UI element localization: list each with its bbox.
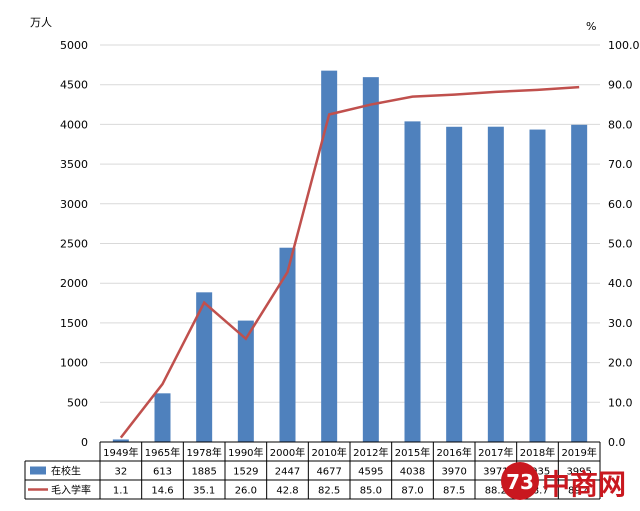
left-tick-label: 500	[67, 396, 88, 409]
right-tick-label: 60.0	[608, 198, 633, 211]
line-series	[119, 85, 580, 439]
right-tick-label: 80.0	[608, 118, 633, 131]
bar	[362, 77, 379, 443]
category-label: 1965年	[145, 446, 180, 459]
category-label: 2016年	[436, 446, 471, 459]
table-cell: 87.0	[401, 486, 423, 497]
left-tick-label: 5000	[60, 39, 88, 52]
category-label: 2015年	[395, 446, 430, 459]
gridlines	[100, 44, 600, 443]
right-tick-label: 70.0	[608, 158, 633, 171]
table-cell: 89.4	[568, 486, 590, 497]
table-cell: 4595	[358, 467, 383, 478]
watermark-logo-icon	[501, 462, 539, 500]
table-cell: 4038	[400, 467, 425, 478]
left-tick-label: 2000	[60, 277, 88, 290]
left-axis-ticks: 0 500 1000 1500 2000 2500 3000 3500 4000 4500 5000	[60, 39, 88, 449]
legend-label: 毛入学率	[51, 484, 91, 497]
category-label: 1978年	[186, 446, 221, 459]
category-label: 1949年	[103, 446, 138, 459]
bar	[321, 70, 338, 442]
left-tick-label: 3500	[60, 158, 88, 171]
bar	[446, 126, 463, 443]
table-cell: 82.5	[318, 486, 340, 497]
category-label: 2012年	[353, 446, 388, 459]
table-cell: 3971	[483, 467, 508, 478]
table-cell: 35.1	[193, 486, 215, 497]
category-label: 2000年	[270, 446, 305, 459]
bar	[529, 129, 546, 442]
table-cell: 1.1	[113, 486, 129, 497]
table-cell: 2447	[275, 467, 300, 478]
bar	[487, 126, 504, 442]
watermark-text: 中商网	[542, 468, 626, 501]
left-tick-label: 1500	[60, 317, 88, 330]
table-cell: 88.7	[526, 486, 548, 497]
right-axis-ticks: 0.0 10.0 20.0 30.0 40.0 50.0 60.0 70.0 80.0 90.0 1…	[608, 39, 640, 449]
table-cell: 26.0	[235, 486, 257, 497]
right-tick-label: 40.0	[608, 277, 633, 290]
table-cell: 4677	[316, 467, 341, 478]
left-tick-label: 2500	[60, 238, 88, 251]
table-cell: 3995	[566, 467, 591, 478]
left-tick-label: 3000	[60, 198, 88, 211]
bar	[154, 393, 171, 442]
bar	[404, 121, 421, 442]
bar-series	[112, 70, 588, 443]
left-tick-label: 4500	[60, 79, 88, 92]
bar	[571, 124, 588, 442]
series-line	[119, 85, 580, 439]
watermark: 73 中商网	[501, 462, 626, 501]
table-cell: 1885	[191, 467, 216, 478]
bar	[196, 292, 213, 442]
right-axis-unit: %	[586, 20, 596, 33]
left-tick-label: 4000	[60, 118, 88, 131]
table-cell: 88.2	[485, 486, 507, 497]
right-tick-label: 20.0	[608, 357, 633, 370]
category-label: 1990年	[228, 446, 263, 459]
category-label: 2017年	[478, 446, 513, 459]
right-tick-label: 10.0	[608, 396, 633, 409]
legend-key-bar	[30, 466, 46, 475]
right-tick-label: 0.0	[608, 436, 626, 449]
bar	[112, 439, 129, 442]
table-cell: 42.8	[276, 486, 298, 497]
table-cell: 3935	[525, 467, 550, 478]
bar	[237, 320, 254, 442]
right-tick-label: 30.0	[608, 317, 633, 330]
category-label: 2018年	[520, 446, 555, 459]
category-label: 2019年	[561, 446, 596, 459]
right-tick-label: 50.0	[608, 238, 633, 251]
bar	[279, 247, 296, 442]
right-tick-label: 100.0	[608, 39, 640, 52]
table-cell: 3970	[441, 467, 466, 478]
category-label: 2010年	[311, 446, 346, 459]
table-cell: 1529	[233, 467, 258, 478]
table-cell: 85.0	[360, 486, 382, 497]
legend-label: 在校生	[51, 465, 81, 478]
table-cell: 87.5	[443, 486, 465, 497]
table-cell: 32	[114, 467, 127, 478]
table-cell: 613	[153, 467, 172, 478]
watermark-logo-glyph: 73	[506, 470, 534, 494]
left-tick-label: 0	[81, 436, 88, 449]
right-tick-label: 90.0	[608, 79, 633, 92]
left-axis-unit: 万人	[30, 16, 52, 29]
left-tick-label: 1000	[60, 357, 88, 370]
table-cell: 14.6	[151, 486, 173, 497]
